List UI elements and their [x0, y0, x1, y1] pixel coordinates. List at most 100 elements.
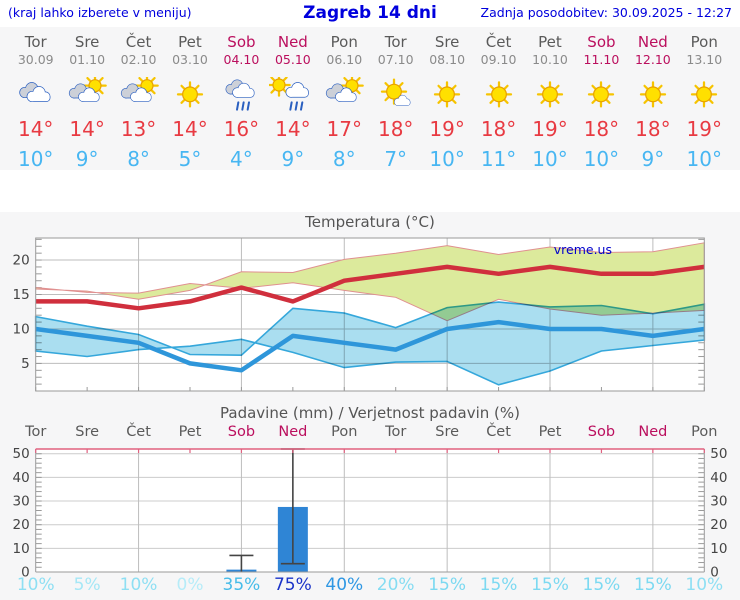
weather-icon-slot [164, 77, 215, 115]
day-name: Pet [178, 33, 202, 51]
day-date: 02.10 [120, 52, 157, 67]
day-min-temp: 5° [178, 147, 202, 171]
weather-icon-slot [421, 77, 472, 115]
sunny-icon [691, 81, 718, 108]
day-name: Sre [434, 33, 460, 51]
day-name: Sob [587, 33, 616, 51]
precip-probability: 10% [685, 575, 724, 595]
precip-y-axis-label-left: 40 [13, 470, 30, 486]
day-column[interactable]: Sob 04.10 16° 4° [216, 27, 267, 171]
day-column[interactable]: Ned 12.10 18° 9° [627, 27, 678, 171]
precip-y-axis-label-left: 50 [13, 446, 30, 462]
precipitation-probability-row: 10% 5% 10% 0% 35% 75% 40% 20% 15% 15% 15% 15% 15% 10% [10, 575, 730, 595]
precip-day-label: Sob [587, 424, 616, 440]
location-menu-hint[interactable]: (kraj lahko izberete v meniju) [8, 5, 192, 20]
precip-y-axis-label-left: 20 [13, 517, 30, 533]
day-name: Pet [538, 33, 562, 51]
day-min-temp: 4° [230, 147, 253, 171]
precip-day-label: Pet [538, 424, 562, 440]
precip-probability: 15% [633, 575, 672, 595]
precip-probability: 40% [325, 575, 364, 595]
weather-icon-slot [524, 77, 575, 115]
watermark-link[interactable]: vreme.us [554, 242, 612, 257]
precip-y-axis-label-right: 30 [710, 494, 727, 510]
precip-day-label: Čet [486, 424, 511, 440]
page-title: Zagreb 14 dni [303, 3, 437, 23]
day-column[interactable]: Sob 11.10 18° 10° [576, 27, 627, 171]
partly-cloudy-icon [326, 73, 365, 102]
last-updated: Zadnja posodobitev: 30.09.2025 - 12:27 [480, 5, 732, 20]
day-column[interactable]: Čet 09.10 18° 11° [473, 27, 524, 171]
day-column[interactable]: Pon 13.10 19° 10° [679, 27, 730, 171]
sunny-icon [433, 81, 461, 108]
precip-day-label: Čet [126, 424, 151, 440]
precip-probability: 10% [16, 575, 55, 595]
temp-y-axis-label: 5 [21, 356, 30, 372]
day-date: 04.10 [223, 52, 260, 67]
day-column[interactable]: Sre 01.10 14° 9° [61, 27, 112, 170]
weather-icon-slot [370, 77, 421, 115]
temp-y-axis-label: 10 [13, 321, 30, 337]
day-min-temp: 9° [281, 147, 305, 171]
precip-probability: 15% [479, 575, 518, 595]
precip-day-label: Pet [178, 424, 202, 440]
precip-day-label: Ned [278, 424, 308, 440]
day-column[interactable]: Pon 06.10 17° 8° [319, 27, 370, 170]
precip-day-label: Sob [227, 424, 256, 440]
day-max-temp: 14° [275, 117, 311, 141]
day-column[interactable]: Sre 08.10 19° 10° [421, 27, 472, 171]
precip-y-axis-label-right: 50 [710, 446, 727, 462]
precipitation-chart: 0 0 10 10 20 20 30 30 40 40 50 50 [13, 446, 728, 580]
day-date: 08.10 [429, 52, 466, 67]
day-min-temp: 10° [686, 147, 722, 171]
precip-probability: 10% [119, 575, 158, 595]
precipitation-day-labels: Tor Sre Čet Pet Sob Ned Pon Tor Sre Čet Pet Sob Ned P… [10, 424, 730, 440]
day-max-temp: 19° [532, 117, 568, 141]
temperature-chart-title: Temperatura (°C) [305, 213, 435, 231]
rain-icon [225, 79, 255, 111]
weather-icon-slot [216, 77, 267, 115]
day-date: 13.10 [686, 52, 723, 67]
day-max-temp: 18° [635, 117, 671, 141]
sunny-icon [176, 81, 204, 108]
weather-icon-slot [267, 73, 318, 115]
day-min-temp: 9° [641, 147, 665, 171]
precip-probability: 35% [222, 575, 261, 595]
day-max-temp: 19° [686, 117, 722, 141]
weather-icon-slot [10, 77, 61, 115]
day-min-temp: 8° [127, 147, 150, 171]
weather-icon-slot [319, 73, 370, 115]
precipitation-chart-title: Padavine (mm) / Verjetnost padavin (%) [220, 404, 520, 422]
precip-y-axis-label-right: 20 [710, 517, 727, 533]
weather-icon-slot [113, 73, 164, 115]
day-name: Ned [637, 33, 668, 51]
sunny-icon [639, 81, 666, 108]
day-name: Tor [24, 33, 47, 51]
day-column[interactable]: Tor 30.09 14° 10° [10, 27, 61, 171]
partly-cloudy-icon [68, 73, 107, 102]
day-column[interactable]: Pet 10.10 19° 10° [524, 27, 575, 171]
day-date: 09.10 [480, 52, 517, 67]
day-column[interactable]: Čet 02.10 13° 8° [113, 27, 164, 170]
precip-probability: 15% [531, 575, 569, 595]
sunny-icon [536, 81, 564, 108]
day-name: Pon [330, 33, 358, 51]
precip-probability: 75% [273, 575, 312, 595]
weather-icon-slot [627, 77, 678, 115]
temp-y-axis-label: 20 [13, 253, 30, 269]
weather-icon-slot [473, 77, 524, 115]
section-divider [0, 170, 740, 212]
day-column[interactable]: Pet 03.10 14° 5° [164, 27, 215, 171]
day-name: Sre [74, 33, 100, 51]
day-column[interactable]: Tor 07.10 18° 7° [370, 27, 421, 171]
header: (kraj lahko izberete v meniju) Zagreb 14… [0, 0, 740, 27]
precip-day-label: Sre [435, 424, 460, 440]
day-min-temp: 10° [532, 147, 568, 171]
day-date: 06.10 [326, 52, 363, 67]
mostly-sunny-icon [380, 78, 411, 106]
precip-probability: 15% [582, 575, 621, 595]
cloudy-icon [19, 82, 51, 102]
day-name: Ned [277, 33, 308, 51]
day-column[interactable]: Ned 05.10 14° 9° [267, 27, 318, 170]
day-date: 30.09 [17, 52, 54, 67]
